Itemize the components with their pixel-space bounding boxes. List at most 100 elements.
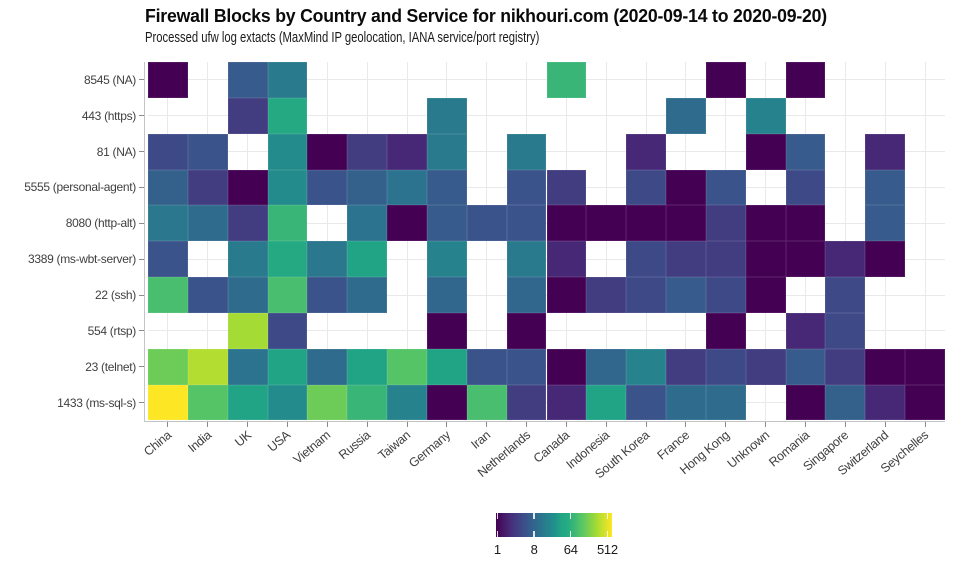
heatmap-cell <box>387 348 427 385</box>
heatmap-panel <box>148 62 945 421</box>
heatmap-cell <box>666 277 706 313</box>
y-axis-label: 81 (NA) <box>96 144 137 159</box>
heatmap-cell <box>466 348 507 385</box>
legend-tick-mark <box>606 531 609 537</box>
chart-title: Firewall Blocks by Country and Service f… <box>145 6 827 26</box>
heatmap-cell <box>785 205 826 242</box>
heatmap-cell <box>626 348 667 385</box>
x-axis-tick <box>207 422 209 427</box>
heatmap-cell <box>785 384 826 421</box>
heatmap-cell <box>307 241 348 278</box>
x-axis-tick <box>725 422 727 427</box>
heatmap-cell <box>347 169 388 206</box>
heatmap-cell <box>546 62 587 98</box>
x-axis-label: USA <box>265 428 294 455</box>
heatmap-cell <box>745 133 786 170</box>
grid-line-vertical <box>207 62 209 421</box>
heatmap-cell <box>506 241 547 278</box>
heatmap-cell <box>745 277 786 313</box>
heatmap-cell <box>666 241 706 278</box>
x-axis-tick <box>406 422 408 427</box>
heatmap-cell <box>148 205 188 242</box>
heatmap-cell <box>347 348 388 385</box>
heatmap-cell <box>267 97 308 134</box>
heatmap-cell <box>666 348 706 385</box>
legend-tick-mark <box>606 513 609 519</box>
heatmap-cell <box>785 62 826 98</box>
x-axis-line <box>144 421 945 422</box>
heatmap-cell <box>387 205 427 242</box>
x-axis-label: Vietnam <box>290 428 334 467</box>
heatmap-cell <box>506 384 547 421</box>
heatmap-cell <box>307 169 348 206</box>
heatmap-cell <box>705 277 746 313</box>
heatmap-cell <box>307 348 348 385</box>
heatmap-cell <box>466 384 507 421</box>
heatmap-cell <box>546 277 587 313</box>
heatmap-cell <box>227 62 268 98</box>
heatmap-cell <box>227 205 268 242</box>
heatmap-cell <box>227 277 268 313</box>
chart-subtitle: Processed ufw log extacts (MaxMind IP ge… <box>145 29 540 46</box>
heatmap-cell <box>705 241 746 278</box>
heatmap-cell <box>745 241 786 278</box>
heatmap-cell <box>785 241 826 278</box>
x-axis-tick <box>167 422 169 427</box>
heatmap-cell <box>905 384 945 421</box>
y-axis-line <box>144 62 145 422</box>
heatmap-cell <box>626 384 667 421</box>
x-axis-tick <box>924 422 926 427</box>
legend-tick-label: 64 <box>563 542 578 557</box>
x-axis-tick <box>526 422 528 427</box>
heatmap-cell <box>347 205 388 242</box>
y-axis-label: 554 (rtsp) <box>87 323 137 338</box>
heatmap-cell <box>426 133 467 170</box>
y-axis-tick <box>139 366 144 368</box>
heatmap-cell <box>267 348 308 385</box>
x-axis-tick <box>884 422 886 427</box>
legend-tick-mark <box>569 531 572 537</box>
x-axis-label: China <box>141 428 174 459</box>
heatmap-cell <box>626 133 667 170</box>
heatmap-cell <box>666 169 706 206</box>
heatmap-cell <box>227 384 268 421</box>
x-axis-tick <box>446 422 448 427</box>
y-axis-tick <box>139 222 144 224</box>
heatmap-cell <box>626 169 667 206</box>
heatmap-cell <box>865 348 906 385</box>
heatmap-cell <box>148 277 188 313</box>
x-axis-label: Unknown <box>724 428 772 471</box>
heatmap-cell <box>148 169 188 206</box>
legend-tick-mark <box>569 513 572 519</box>
heatmap-cell <box>745 348 786 385</box>
x-axis-tick <box>805 422 807 427</box>
heatmap-cell <box>865 169 906 206</box>
y-axis-tick <box>139 115 144 117</box>
heatmap-cell <box>426 277 467 313</box>
legend-colorbar <box>496 513 612 537</box>
heatmap-cell <box>426 97 467 134</box>
grid-line-vertical <box>924 62 926 421</box>
heatmap-cell <box>825 312 866 349</box>
grid-line-vertical <box>605 62 607 421</box>
heatmap-cell <box>426 169 467 206</box>
heatmap-cell <box>865 133 906 170</box>
heatmap-cell <box>705 62 746 98</box>
heatmap-cell <box>666 205 706 242</box>
heatmap-cell <box>267 62 308 98</box>
x-axis-tick <box>605 422 607 427</box>
heatmap-cell <box>426 348 467 385</box>
y-axis-label: 22 (ssh) <box>95 288 136 303</box>
heatmap-cell <box>187 169 228 206</box>
heatmap-cell <box>865 241 906 278</box>
heatmap-cell <box>347 277 388 313</box>
heatmap-cell <box>546 384 587 421</box>
y-axis-tick <box>139 294 144 296</box>
x-axis-tick <box>486 422 488 427</box>
heatmap-cell <box>785 169 826 206</box>
heatmap-cell <box>227 241 268 278</box>
heatmap-cell <box>426 241 467 278</box>
heatmap-cell <box>347 241 388 278</box>
heatmap-cell <box>905 348 945 385</box>
heatmap-cell <box>307 133 348 170</box>
